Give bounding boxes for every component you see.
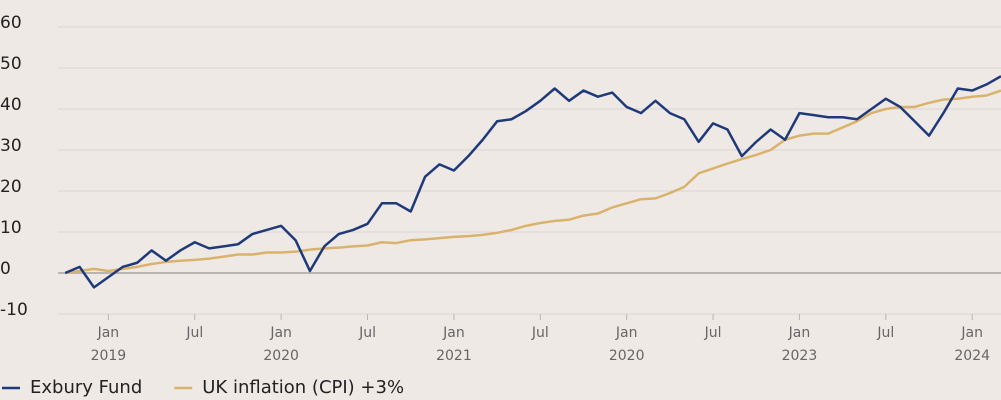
legend-label: Exbury Fund (30, 377, 142, 398)
x-tick-label: Jan (97, 325, 120, 341)
x-tick-label: Jul (876, 325, 894, 341)
x-tick-label: Jul (185, 325, 203, 341)
y-tick-label: 40 (0, 95, 22, 115)
x-tick-year: 2020 (609, 348, 645, 364)
x-tick-year: 2020 (263, 348, 299, 364)
x-tick-label: Jan (269, 325, 292, 341)
y-tick-label: -10 (0, 300, 28, 320)
series-line (64, 75, 1001, 289)
x-tick-label: Jul (358, 325, 376, 341)
legend-label: UK inflation (CPI) +3% (202, 377, 404, 398)
y-tick-label: 60 (0, 13, 22, 33)
y-tick-label: 10 (0, 218, 22, 238)
y-tick-label: 50 (0, 54, 22, 74)
y-tick-label: 20 (0, 177, 22, 197)
y-tick-label: 30 (0, 136, 22, 156)
x-tick-year: 2024 (954, 348, 990, 364)
x-tick-year: 2019 (91, 348, 127, 364)
x-tick-label: Jan (442, 325, 465, 341)
x-tick-label: Jan (615, 325, 638, 341)
y-tick-label: 0 (0, 259, 11, 279)
x-tick-label: Jan (788, 325, 811, 341)
x-tick-label: Jul (531, 325, 549, 341)
x-tick-year: 2021 (436, 348, 472, 364)
series-line (65, 89, 1001, 275)
x-tick-year: 2023 (782, 348, 818, 364)
x-tick-label: Jul (704, 325, 722, 341)
x-tick-label: Jan (960, 325, 983, 341)
